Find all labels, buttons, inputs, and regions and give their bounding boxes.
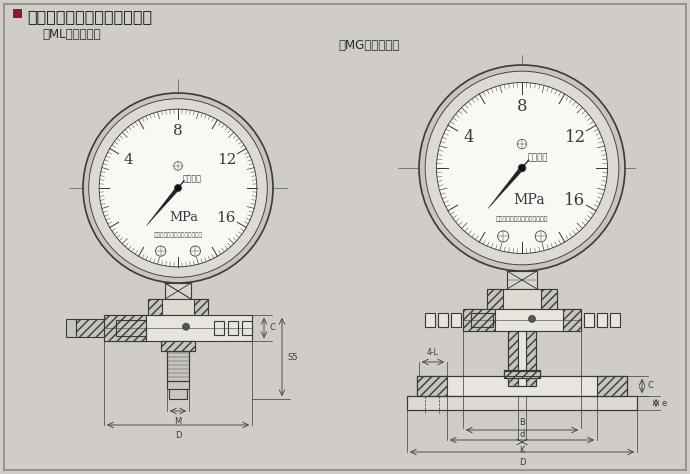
Text: （MG）工型法兰: （MG）工型法兰 — [338, 38, 400, 52]
Text: C: C — [647, 382, 653, 391]
Bar — [584, 313, 594, 327]
Bar — [167, 351, 189, 381]
Bar — [471, 313, 493, 327]
Bar — [165, 283, 191, 299]
Bar — [116, 320, 146, 336]
Text: d: d — [520, 430, 524, 439]
Circle shape — [175, 184, 181, 191]
Circle shape — [419, 65, 625, 271]
Text: 无锡市塞斯特测控仪表有限公司: 无锡市塞斯特测控仪表有限公司 — [153, 233, 202, 238]
Bar — [76, 319, 104, 337]
Bar — [504, 370, 540, 378]
Bar — [507, 271, 537, 289]
Bar — [242, 321, 252, 335]
Bar — [425, 313, 435, 327]
Circle shape — [99, 109, 257, 267]
Bar — [167, 351, 189, 381]
Text: 抗震压力: 抗震压力 — [183, 174, 201, 183]
Bar — [66, 319, 76, 337]
Bar — [508, 331, 518, 386]
Bar — [487, 289, 503, 309]
Text: K: K — [520, 446, 525, 455]
Text: 12: 12 — [217, 153, 237, 167]
Text: 8: 8 — [517, 98, 527, 115]
Bar — [563, 309, 581, 331]
Text: e: e — [661, 399, 667, 408]
Bar — [214, 321, 224, 335]
Text: D: D — [519, 458, 525, 467]
Bar — [13, 9, 22, 18]
Circle shape — [182, 323, 190, 330]
Bar — [508, 331, 536, 386]
Circle shape — [518, 164, 526, 172]
Text: 12: 12 — [564, 129, 586, 146]
Circle shape — [89, 99, 267, 277]
Text: C: C — [269, 323, 275, 332]
Text: 16: 16 — [564, 192, 584, 209]
Text: （ML）螺纹接口: （ML）螺纹接口 — [42, 27, 101, 40]
Polygon shape — [488, 167, 524, 209]
Bar — [597, 313, 607, 327]
Bar — [104, 315, 252, 341]
Bar — [417, 376, 447, 396]
Bar — [610, 313, 620, 327]
Text: B: B — [519, 418, 525, 427]
Bar — [148, 299, 162, 315]
Circle shape — [437, 82, 607, 254]
Text: MPa: MPa — [170, 211, 199, 225]
Bar — [451, 313, 461, 327]
Bar — [148, 299, 208, 315]
Bar — [504, 370, 540, 378]
Bar — [541, 289, 557, 309]
Bar — [526, 331, 536, 386]
Bar — [487, 289, 557, 309]
Bar — [463, 309, 581, 331]
Text: 抗震压力: 抗震压力 — [527, 153, 548, 162]
Text: 4: 4 — [464, 129, 474, 146]
Bar — [161, 341, 195, 351]
Circle shape — [83, 93, 273, 283]
Bar — [167, 381, 189, 389]
Text: 隔离器型式尺寸及安装示意：: 隔离器型式尺寸及安装示意： — [27, 9, 152, 25]
Bar — [463, 309, 495, 331]
Bar — [417, 376, 627, 396]
Bar — [504, 371, 540, 376]
Text: 无锡市塞斯特测控仪表有限公司: 无锡市塞斯特测控仪表有限公司 — [495, 217, 549, 222]
Bar — [504, 371, 540, 376]
Bar — [161, 341, 195, 351]
Bar — [518, 331, 526, 386]
Polygon shape — [146, 187, 179, 226]
Text: M: M — [175, 417, 181, 426]
Text: S5: S5 — [287, 353, 297, 362]
Circle shape — [529, 315, 535, 322]
Bar — [417, 376, 627, 396]
Bar — [597, 376, 627, 396]
Text: MPa: MPa — [513, 193, 544, 208]
Text: 4: 4 — [124, 153, 134, 167]
Text: 4-L: 4-L — [427, 348, 439, 357]
Bar — [104, 315, 146, 341]
Circle shape — [425, 71, 619, 265]
Text: 16: 16 — [217, 211, 236, 225]
Bar — [438, 313, 448, 327]
Bar — [228, 321, 238, 335]
Bar — [194, 299, 208, 315]
Text: 8: 8 — [173, 124, 183, 138]
Bar — [407, 396, 637, 410]
Bar — [407, 396, 637, 410]
Bar — [169, 389, 187, 399]
Text: D: D — [175, 431, 181, 440]
